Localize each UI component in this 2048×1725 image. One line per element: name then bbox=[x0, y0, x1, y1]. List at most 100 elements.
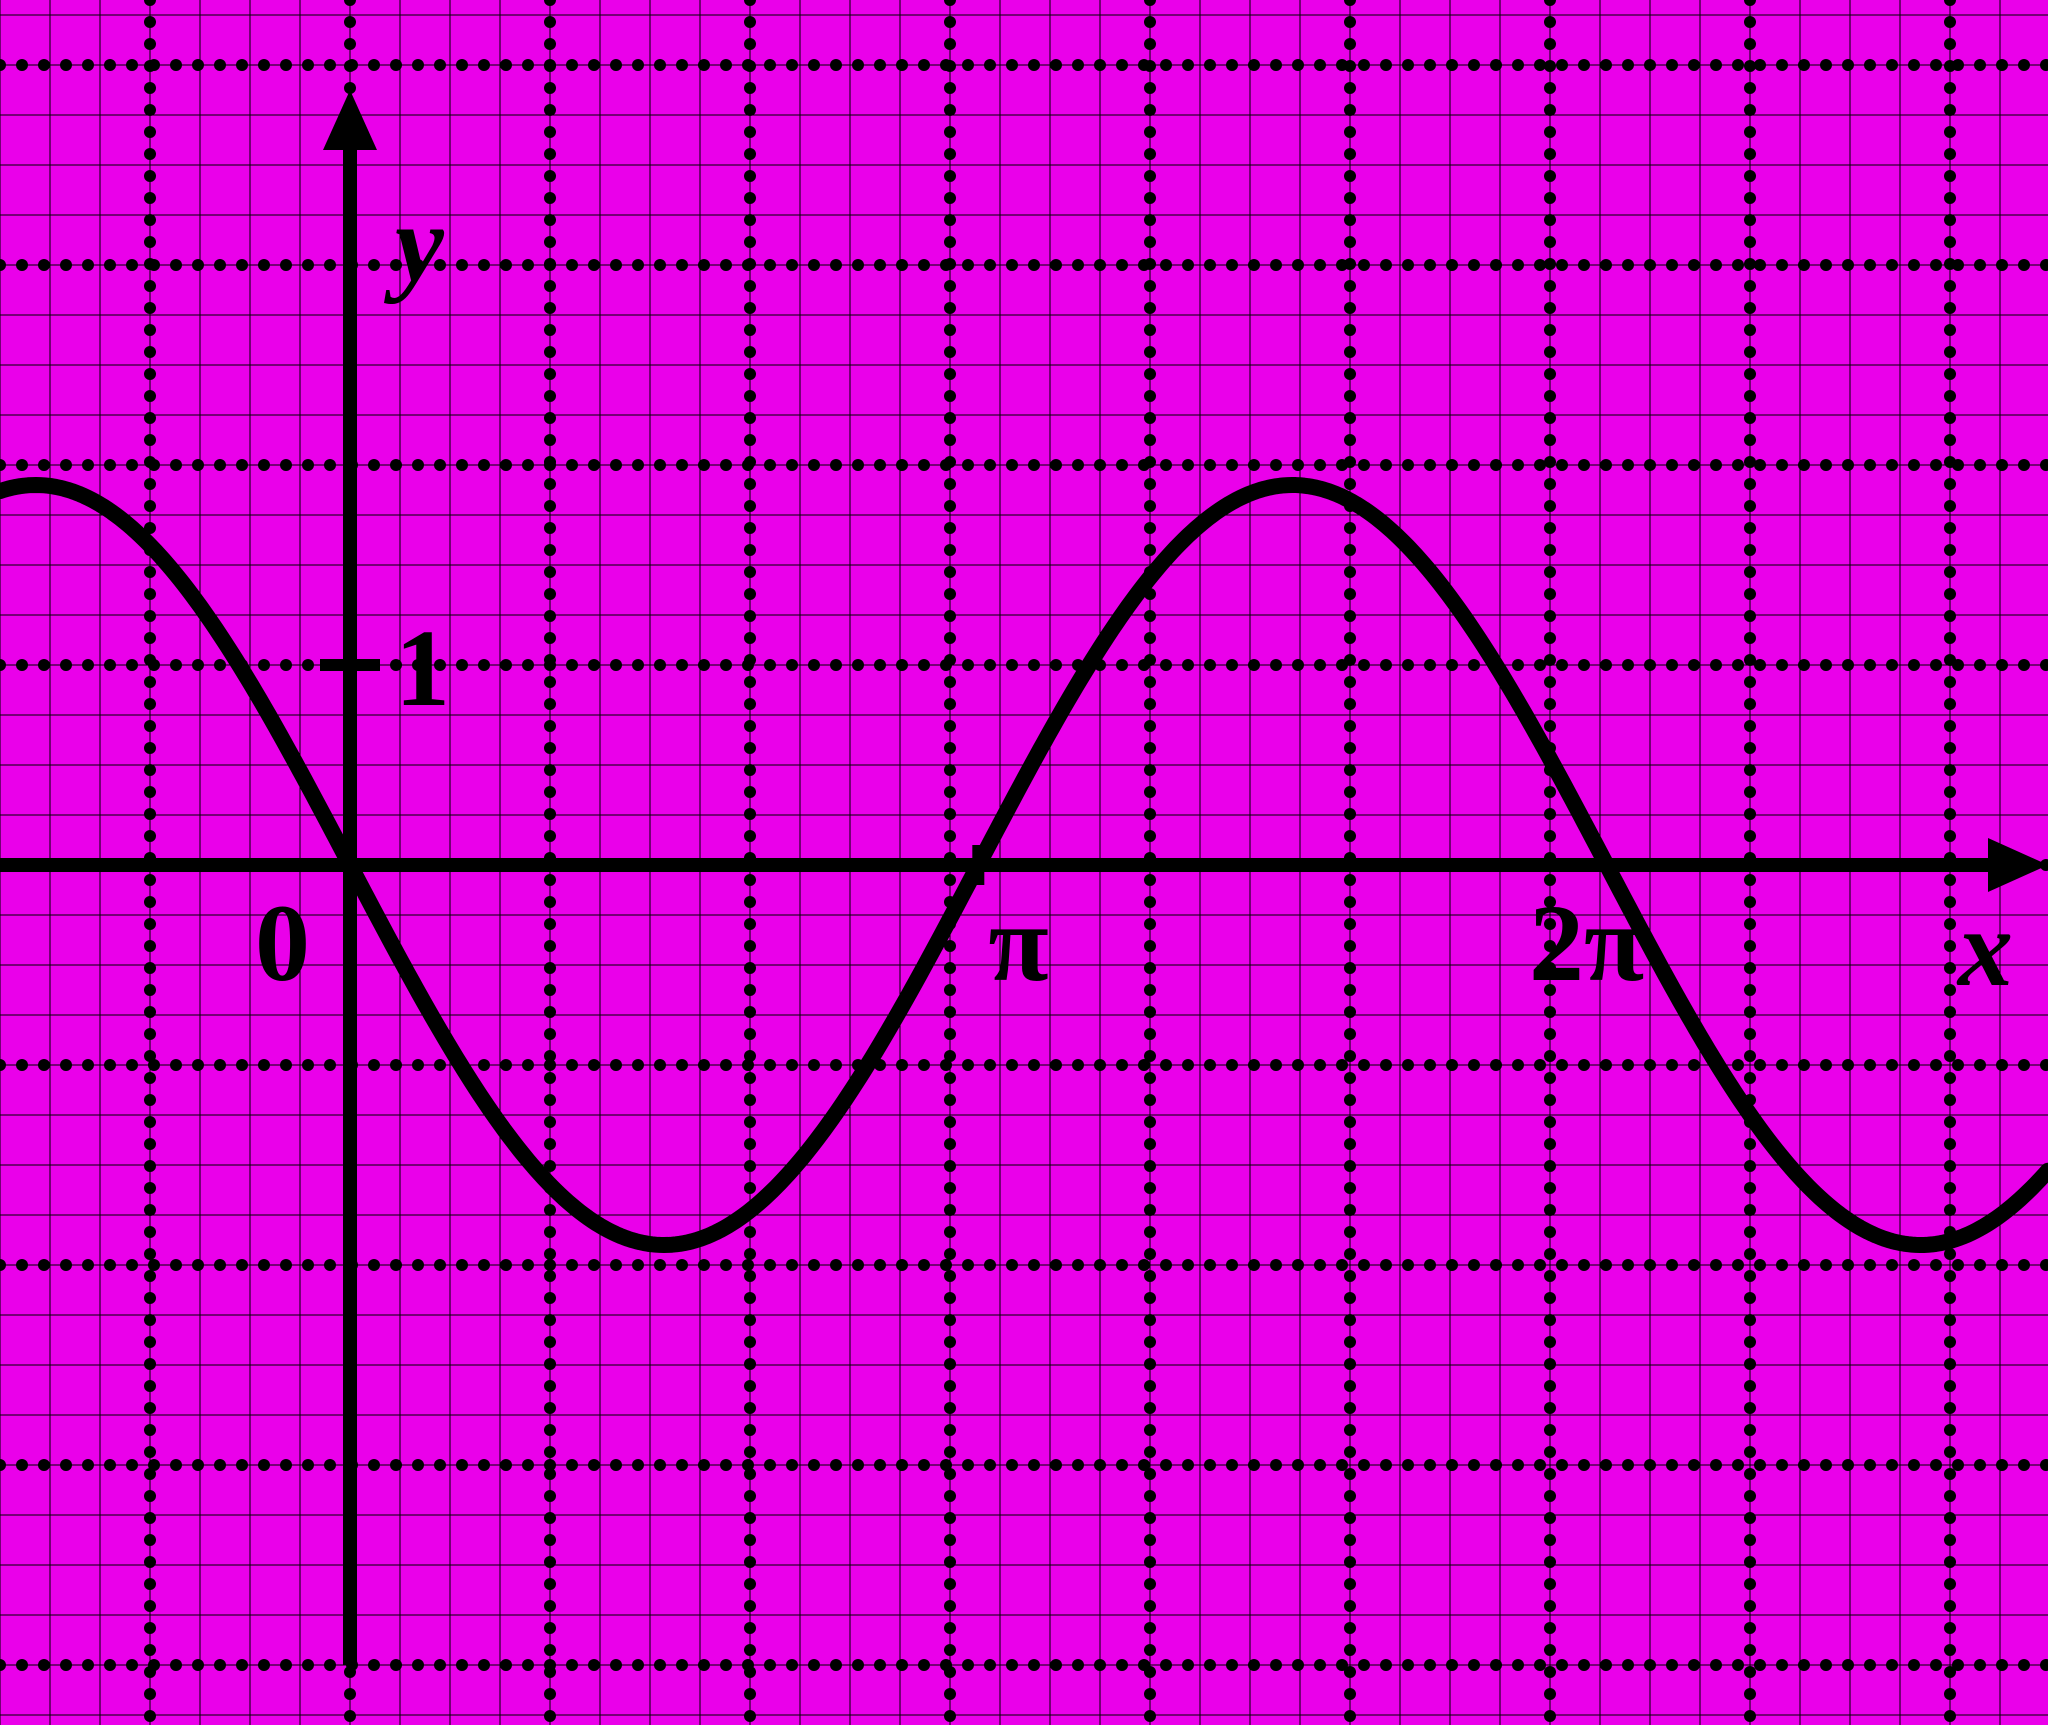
major-grid-dot bbox=[82, 59, 94, 71]
major-grid-dot bbox=[1270, 259, 1282, 271]
major-grid-dot bbox=[1534, 1459, 1546, 1471]
major-grid-dot bbox=[962, 1259, 974, 1271]
major-grid-dot bbox=[1344, 874, 1356, 886]
major-grid-dot bbox=[1744, 1666, 1756, 1678]
major-grid-dot bbox=[280, 1259, 292, 1271]
major-grid-dot bbox=[1944, 918, 1956, 930]
major-grid-dot bbox=[1446, 659, 1458, 671]
major-grid-dot bbox=[1544, 324, 1556, 336]
major-grid-dot bbox=[1226, 659, 1238, 671]
major-grid-dot bbox=[544, 1710, 556, 1722]
major-grid-dot bbox=[744, 544, 756, 556]
major-grid-dot bbox=[1204, 659, 1216, 671]
major-grid-dot bbox=[544, 192, 556, 204]
major-grid-dot bbox=[1908, 259, 1920, 271]
major-grid-dot bbox=[720, 59, 732, 71]
major-grid-dot bbox=[1944, 1292, 1956, 1304]
major-grid-dot bbox=[1512, 1059, 1524, 1071]
major-grid-dot bbox=[744, 192, 756, 204]
major-grid-dot bbox=[1798, 59, 1810, 71]
major-grid-dot bbox=[144, 1006, 156, 1018]
major-grid-dot bbox=[1744, 1028, 1756, 1040]
major-grid-dot bbox=[744, 588, 756, 600]
major-grid-dot bbox=[544, 280, 556, 292]
major-grid-dot bbox=[144, 500, 156, 512]
major-grid-dot bbox=[654, 59, 666, 71]
major-grid-dot bbox=[1578, 259, 1590, 271]
major-grid-dot bbox=[144, 1688, 156, 1700]
major-grid-dot bbox=[1050, 259, 1062, 271]
major-grid-dot bbox=[544, 764, 556, 776]
major-grid-dot bbox=[1072, 1259, 1084, 1271]
major-grid-dot bbox=[544, 1028, 556, 1040]
major-grid-dot bbox=[126, 1059, 138, 1071]
major-grid-dot bbox=[1544, 1446, 1556, 1458]
major-grid-dot bbox=[1344, 82, 1356, 94]
major-grid-dot bbox=[1544, 1556, 1556, 1568]
major-grid-dot bbox=[1344, 1094, 1356, 1106]
major-grid-dot bbox=[944, 126, 956, 138]
major-grid-dot bbox=[544, 1094, 556, 1106]
major-grid-dot bbox=[1744, 1578, 1756, 1590]
major-grid-dot bbox=[1944, 258, 1956, 270]
major-grid-dot bbox=[544, 258, 556, 270]
major-grid-dot bbox=[654, 1659, 666, 1671]
major-grid-dot bbox=[1544, 82, 1556, 94]
major-grid-dot bbox=[744, 214, 756, 226]
major-grid-dot bbox=[2018, 459, 2030, 471]
major-grid-dot bbox=[544, 170, 556, 182]
major-grid-dot bbox=[544, 126, 556, 138]
major-grid-dot bbox=[1358, 459, 1370, 471]
major-grid-dot bbox=[1544, 544, 1556, 556]
major-grid-dot bbox=[144, 1270, 156, 1282]
major-grid-dot bbox=[1344, 346, 1356, 358]
major-grid-dot bbox=[1380, 459, 1392, 471]
major-grid-dot bbox=[236, 1059, 248, 1071]
major-grid-dot bbox=[1144, 104, 1156, 116]
major-grid-dot bbox=[544, 676, 556, 688]
major-grid-dot bbox=[1544, 236, 1556, 248]
major-grid-dot bbox=[1622, 259, 1634, 271]
major-grid-dot bbox=[1544, 390, 1556, 402]
major-grid-dot bbox=[676, 1659, 688, 1671]
major-grid-dot bbox=[1556, 459, 1568, 471]
major-grid-dot bbox=[544, 654, 556, 666]
major-grid-dot bbox=[1544, 1358, 1556, 1370]
major-grid-dot bbox=[744, 1622, 756, 1634]
major-grid-dot bbox=[144, 588, 156, 600]
major-grid-dot bbox=[1944, 1468, 1956, 1480]
major-grid-dot bbox=[1344, 1490, 1356, 1502]
major-grid-dot bbox=[1974, 1259, 1986, 1271]
major-grid-dot bbox=[544, 808, 556, 820]
major-grid-dot bbox=[1744, 1204, 1756, 1216]
major-grid-dot bbox=[1344, 1226, 1356, 1238]
major-grid-dot bbox=[1744, 280, 1756, 292]
major-grid-dot bbox=[280, 259, 292, 271]
major-grid-dot bbox=[1744, 742, 1756, 754]
major-grid-dot bbox=[744, 1468, 756, 1480]
major-grid-dot bbox=[1944, 1116, 1956, 1128]
major-grid-dot bbox=[344, 1688, 356, 1700]
major-grid-dot bbox=[744, 742, 756, 754]
major-grid-dot bbox=[1544, 1314, 1556, 1326]
major-grid-dot bbox=[280, 1459, 292, 1471]
major-grid-dot bbox=[1344, 1534, 1356, 1546]
major-grid-dot bbox=[1744, 1600, 1756, 1612]
major-grid-dot bbox=[144, 390, 156, 402]
major-grid-dot bbox=[944, 214, 956, 226]
major-grid-dot bbox=[544, 412, 556, 424]
major-grid-dot bbox=[1544, 1160, 1556, 1172]
major-grid-dot bbox=[1908, 59, 1920, 71]
major-grid-dot bbox=[1578, 59, 1590, 71]
major-grid-dot bbox=[1512, 1459, 1524, 1471]
major-grid-dot bbox=[1666, 1059, 1678, 1071]
major-grid-dot bbox=[1544, 1402, 1556, 1414]
major-grid-dot bbox=[1344, 1512, 1356, 1524]
major-grid-dot bbox=[1744, 412, 1756, 424]
major-grid-dot bbox=[1380, 659, 1392, 671]
major-grid-dot bbox=[1270, 1259, 1282, 1271]
major-grid-dot bbox=[324, 1259, 336, 1271]
major-grid-dot bbox=[1744, 962, 1756, 974]
major-grid-dot bbox=[1944, 1270, 1956, 1282]
major-grid-dot bbox=[1744, 236, 1756, 248]
